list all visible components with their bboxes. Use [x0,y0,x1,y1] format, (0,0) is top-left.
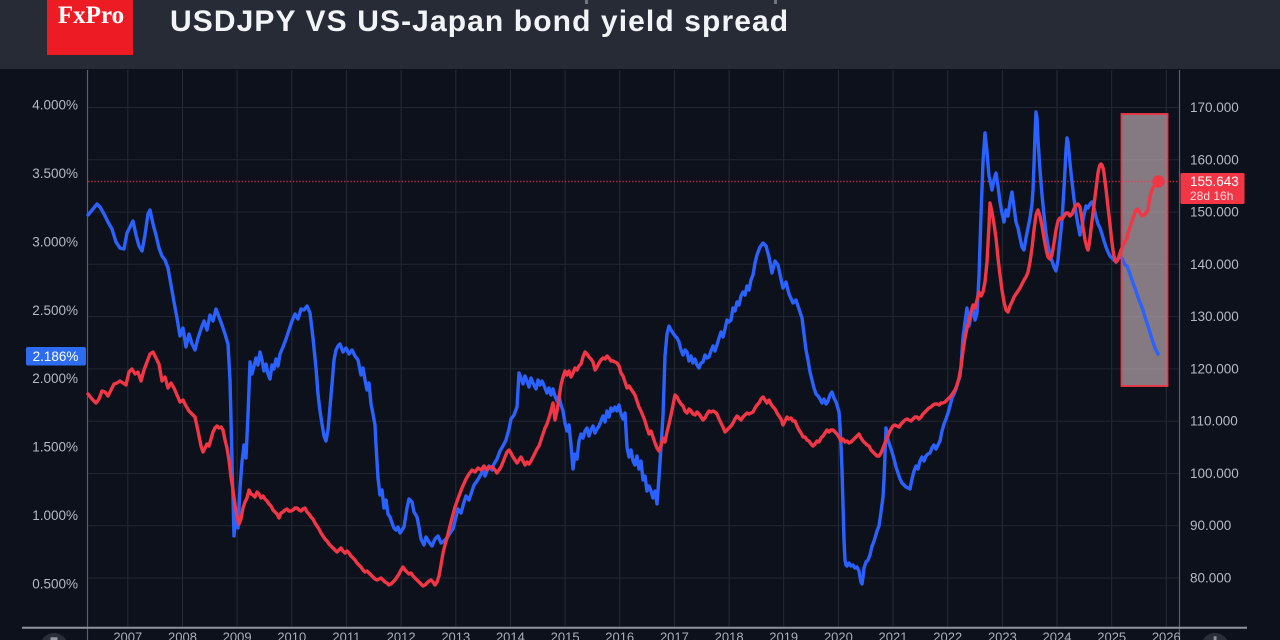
svg-text:1.500%: 1.500% [32,440,78,455]
svg-text:2.500%: 2.500% [32,303,78,318]
svg-text:90.000: 90.000 [1190,518,1231,533]
svg-text:2017: 2017 [660,630,689,640]
svg-text:0.500%: 0.500% [32,577,78,592]
svg-text:120.000: 120.000 [1190,361,1239,376]
svg-text:2008: 2008 [168,630,197,640]
svg-text:2021: 2021 [879,630,908,640]
svg-text:3.500%: 3.500% [32,166,78,181]
svg-text:USDJPY VS US-Japan bond yield: USDJPY VS US-Japan bond yield spread [170,5,789,38]
svg-text:2016: 2016 [605,630,634,640]
svg-text:2.000%: 2.000% [32,371,78,386]
svg-text:2012: 2012 [387,630,416,640]
svg-text:80.000: 80.000 [1190,571,1231,586]
svg-text:1.000%: 1.000% [32,508,78,523]
svg-text:2011: 2011 [332,630,360,640]
svg-text:100.000: 100.000 [1190,466,1239,481]
svg-text:2024: 2024 [1043,630,1072,640]
svg-text:2010: 2010 [277,630,306,640]
svg-text:FxPro: FxPro [58,2,124,29]
svg-text:110.000: 110.000 [1190,414,1238,429]
svg-text:28d 16h: 28d 16h [1190,189,1233,203]
svg-text:2013: 2013 [441,630,470,640]
svg-text:2007: 2007 [113,630,142,640]
svg-text:2023: 2023 [988,630,1017,640]
svg-text:2015: 2015 [551,630,580,640]
svg-text:140.000: 140.000 [1190,257,1239,272]
svg-text:130.000: 130.000 [1190,309,1239,324]
svg-text:3.000%: 3.000% [32,234,78,249]
svg-text:2019: 2019 [769,630,798,640]
svg-text:2026: 2026 [1152,630,1181,640]
svg-text:2014: 2014 [496,630,525,640]
svg-text:160.000: 160.000 [1190,152,1239,167]
svg-text:2020: 2020 [824,630,853,640]
svg-text:2025: 2025 [1097,630,1126,640]
svg-text:2.186%: 2.186% [33,349,79,364]
svg-text:155.643: 155.643 [1190,174,1239,189]
svg-text:2018: 2018 [715,630,744,640]
svg-text:170.000: 170.000 [1190,100,1239,115]
svg-text:4.000%: 4.000% [32,98,78,113]
svg-text:2022: 2022 [933,630,962,640]
svg-text:2009: 2009 [223,630,252,640]
svg-text:150.000: 150.000 [1190,205,1239,220]
